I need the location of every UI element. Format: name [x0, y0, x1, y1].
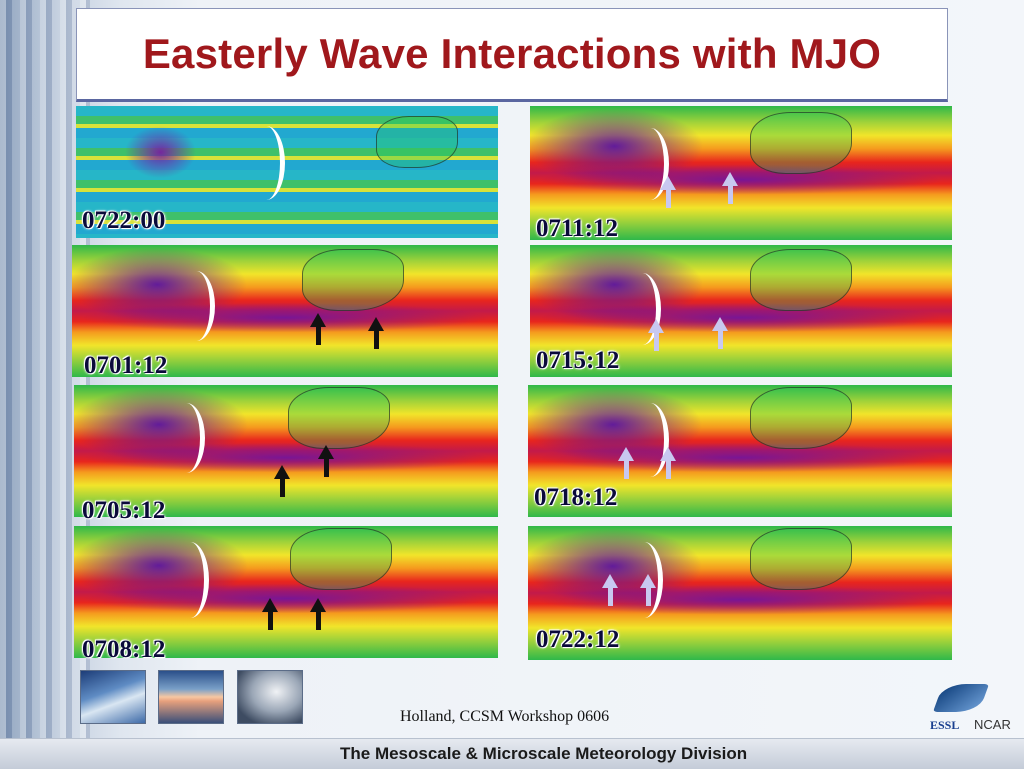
wave-arc: [630, 273, 661, 345]
wave-arc: [254, 126, 285, 200]
ncar-swoosh-icon: [932, 684, 990, 712]
continent-outline: [750, 249, 852, 311]
panel-label-0705-12: 0705:12: [82, 497, 166, 524]
map-panel-0722-00: [76, 106, 498, 238]
panel-label-0722-00: 0722:00: [82, 207, 166, 234]
continent-outline: [750, 387, 852, 449]
slide-title-box: Easterly Wave Interactions with MJO: [76, 8, 948, 102]
panel-label-0711-12: 0711:12: [536, 215, 618, 242]
light-arrow-up-icon: [618, 447, 634, 479]
dark-arrow-up-icon: [262, 598, 278, 630]
ncar-logo-text: NCAR: [974, 717, 1011, 732]
continent-outline: [290, 528, 392, 590]
panel-label-0722-12: 0722:12: [536, 626, 620, 653]
slide-title: Easterly Wave Interactions with MJO: [142, 30, 882, 77]
map-panel-0715-12: [530, 245, 952, 377]
wave-arc: [184, 271, 215, 341]
light-arrow-up-icon: [660, 447, 676, 479]
wave-arc: [632, 542, 663, 618]
wave-arc: [174, 403, 205, 473]
panel-label-0701-12: 0701:12: [84, 352, 168, 379]
wave-arc: [638, 403, 669, 477]
map-panel-0701-12: [72, 245, 498, 377]
light-arrow-up-icon: [660, 176, 676, 208]
dark-arrow-up-icon: [310, 313, 326, 345]
map-panel-0722-12: [528, 526, 952, 660]
light-arrow-up-icon: [648, 319, 664, 351]
map-panel-0718-12: [528, 385, 952, 517]
footer-bar: The Mesoscale & Microscale Meteorology D…: [0, 738, 1024, 769]
footer-division-name: The Mesoscale & Microscale Meteorology D…: [340, 744, 748, 763]
wave-arc: [638, 128, 669, 200]
essl-ncar-logo: ESSL NCAR: [928, 684, 1018, 734]
sky-photo-thumbnail: [158, 670, 224, 724]
map-panel-0711-12: [530, 106, 952, 240]
map-panel-0708-12: [74, 526, 498, 658]
continent-outline: [302, 249, 404, 311]
essl-logo-text: ESSL: [930, 718, 960, 732]
dark-arrow-up-icon: [310, 598, 326, 630]
dark-arrow-up-icon: [318, 445, 334, 477]
panel-label-0708-12: 0708:12: [82, 636, 166, 663]
wave-arc: [178, 542, 209, 618]
continent-outline: [750, 528, 852, 590]
storm-cloud-thumbnail: [237, 670, 303, 724]
light-arrow-up-icon: [722, 172, 738, 204]
light-arrow-up-icon: [640, 574, 656, 606]
dark-arrow-up-icon: [368, 317, 384, 349]
continent-outline: [288, 387, 390, 449]
cloud-photo-thumbnail: [80, 670, 146, 724]
light-arrow-up-icon: [712, 317, 728, 349]
continent-outline: [376, 116, 458, 168]
map-panel-0705-12: [74, 385, 498, 517]
continent-outline: [750, 112, 852, 174]
credit-text: Holland, CCSM Workshop 0606: [400, 708, 610, 725]
dark-arrow-up-icon: [274, 465, 290, 497]
panel-label-0715-12: 0715:12: [536, 347, 620, 374]
light-arrow-up-icon: [602, 574, 618, 606]
panel-label-0718-12: 0718:12: [534, 484, 618, 511]
